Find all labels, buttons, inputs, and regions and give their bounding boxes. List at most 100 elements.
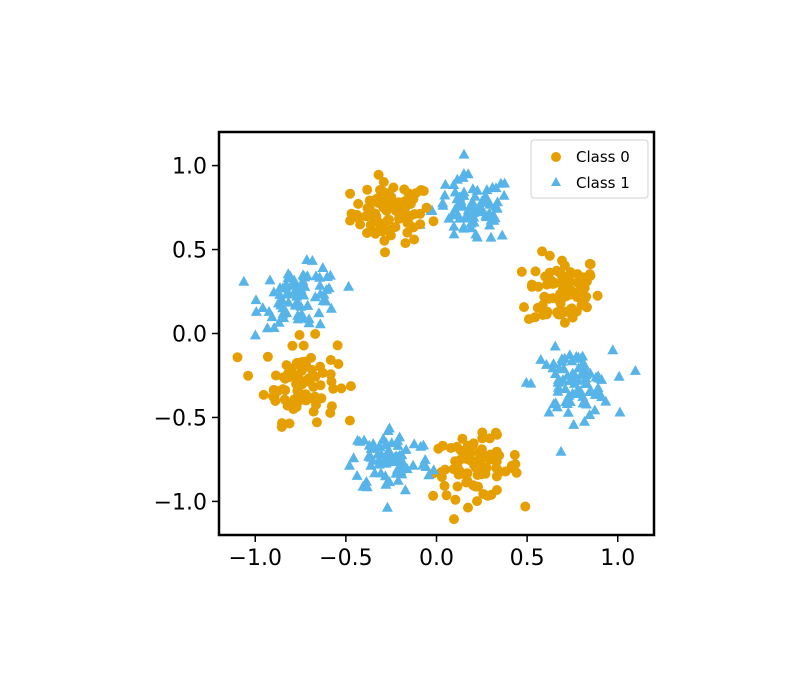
data-point-class-1 <box>283 296 294 307</box>
data-point-class-1 <box>439 189 451 200</box>
data-point-class-1 <box>559 383 571 393</box>
data-point-class-1 <box>389 452 401 462</box>
data-point-class-0 <box>579 283 590 293</box>
data-point-class-1 <box>449 186 461 197</box>
data-point-class-0 <box>492 429 502 440</box>
data-point-class-1 <box>629 365 641 375</box>
data-point-class-1 <box>439 178 451 189</box>
data-point-class-1 <box>525 377 537 388</box>
data-point-class-0 <box>445 443 456 453</box>
data-point-class-1 <box>374 457 386 468</box>
data-point-class-0 <box>345 215 356 226</box>
data-point-class-1 <box>321 284 332 294</box>
data-point-class-1 <box>249 329 261 340</box>
x-tick-label: −0.5 <box>319 546 372 571</box>
data-point-class-0 <box>306 352 316 363</box>
data-point-class-0 <box>410 188 421 199</box>
data-point-class-0 <box>421 202 432 213</box>
data-point-class-0 <box>316 393 327 404</box>
data-point-class-0 <box>555 288 566 299</box>
data-point-class-0 <box>270 396 281 406</box>
data-point-class-1 <box>348 452 360 463</box>
data-point-class-1 <box>452 209 464 220</box>
data-point-class-1 <box>393 465 405 475</box>
data-point-class-0 <box>563 287 574 298</box>
data-point-class-0 <box>345 188 356 199</box>
y-axis: −1.0 −0.5 0.0 0.5 1.0 <box>154 155 219 515</box>
data-point-class-0 <box>559 317 570 328</box>
data-point-class-1 <box>423 469 435 480</box>
data-point-class-0 <box>403 188 414 199</box>
data-point-class-0 <box>310 329 321 339</box>
data-point-class-0 <box>365 220 376 230</box>
data-point-class-0 <box>572 269 583 280</box>
y-tick-label: 1.0 <box>172 155 207 180</box>
data-point-class-1 <box>589 404 601 415</box>
data-point-class-1 <box>471 231 483 242</box>
data-point-class-0 <box>281 360 292 371</box>
data-point-class-0 <box>300 389 311 400</box>
data-point-class-1 <box>428 464 440 475</box>
data-point-class-1 <box>579 415 590 426</box>
data-point-class-0 <box>439 480 450 491</box>
data-point-class-1 <box>577 391 589 401</box>
data-point-class-1 <box>382 446 394 456</box>
data-point-class-0 <box>325 407 336 418</box>
data-point-class-1 <box>535 354 547 364</box>
data-point-class-1 <box>381 501 393 512</box>
data-point-class-1 <box>297 312 309 323</box>
data-point-class-1 <box>559 352 571 363</box>
data-point-class-0 <box>555 298 566 309</box>
data-point-class-1 <box>358 434 370 445</box>
data-point-class-1 <box>383 422 395 433</box>
data-point-class-0 <box>262 351 273 362</box>
data-point-class-1 <box>392 440 404 450</box>
x-tick-label: 0.5 <box>510 546 545 571</box>
data-point-class-0 <box>470 481 481 492</box>
data-point-class-0 <box>373 197 384 208</box>
data-point-class-0 <box>440 464 451 475</box>
data-point-class-0 <box>362 184 373 195</box>
data-point-class-0 <box>382 215 393 226</box>
data-point-class-1 <box>451 173 463 184</box>
data-point-class-0 <box>370 228 381 239</box>
data-point-class-1 <box>549 340 561 351</box>
data-point-class-1 <box>584 386 596 396</box>
data-point-class-1 <box>552 385 564 396</box>
data-point-class-1 <box>302 299 314 310</box>
y-tick-label: 0.5 <box>172 239 207 264</box>
data-point-class-1 <box>407 459 419 470</box>
data-point-class-0 <box>336 383 347 394</box>
data-point-class-0 <box>592 290 603 301</box>
data-point-class-0 <box>353 213 364 224</box>
data-point-class-0 <box>544 267 555 278</box>
data-point-class-1 <box>580 377 592 388</box>
data-point-class-1 <box>458 221 470 232</box>
data-point-class-1 <box>314 279 326 290</box>
data-point-class-1 <box>361 481 373 492</box>
data-point-class-0 <box>467 439 478 450</box>
data-point-class-1 <box>399 484 411 495</box>
x-tick-label: 1.0 <box>600 546 635 571</box>
data-point-class-0 <box>460 469 471 480</box>
data-point-class-0 <box>452 481 463 492</box>
data-point-class-1 <box>437 197 449 208</box>
data-point-class-0 <box>455 445 466 456</box>
data-point-class-1 <box>317 295 329 306</box>
data-point-class-1 <box>443 212 455 223</box>
data-point-class-0 <box>400 196 410 207</box>
data-point-class-0 <box>371 211 382 222</box>
data-point-class-1 <box>392 474 404 485</box>
x-tick-label: −1.0 <box>229 546 282 571</box>
data-point-class-1 <box>467 183 479 194</box>
data-point-class-1 <box>284 270 296 281</box>
data-point-class-1 <box>415 440 427 451</box>
data-point-class-1 <box>280 306 292 317</box>
data-point-class-1 <box>547 362 559 373</box>
data-point-class-0 <box>428 216 439 227</box>
data-point-class-1 <box>495 177 507 188</box>
data-point-class-1 <box>496 229 508 240</box>
data-point-class-1 <box>552 374 564 384</box>
data-point-class-0 <box>380 247 390 258</box>
data-point-class-0 <box>415 208 426 219</box>
